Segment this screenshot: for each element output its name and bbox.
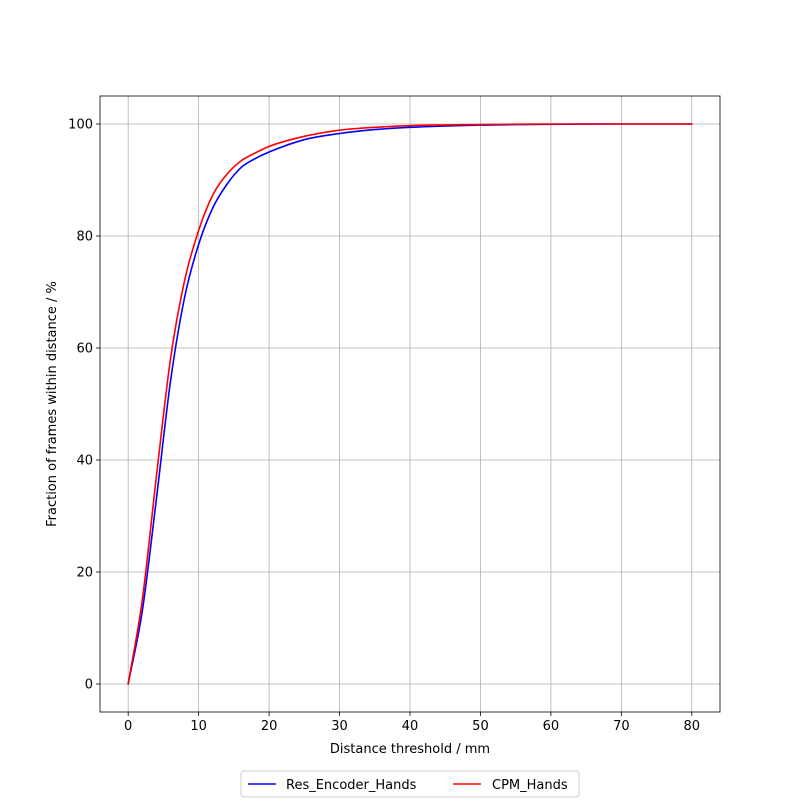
y-tick-label: 60 [76, 342, 93, 357]
x-tick-label: 20 [261, 719, 278, 734]
x-tick-label: 0 [124, 719, 132, 734]
y-tick-label: 20 [76, 566, 93, 581]
legend-box [240, 770, 580, 798]
y-tick-label: 40 [76, 454, 93, 469]
grid [100, 96, 720, 712]
series-group [127, 123, 693, 685]
x-tick-label: 70 [613, 719, 630, 734]
y-tick-label: 0 [85, 678, 93, 693]
y-tick-label: 80 [76, 230, 93, 245]
y-axis-ticks: 0 20 40 60 80 100 [68, 118, 100, 693]
x-axis-label: Distance threshold / mm [330, 742, 490, 757]
y-axis-label: Fraction of frames within distance / % [45, 281, 60, 527]
x-tick-label: 10 [190, 719, 207, 734]
legend-label-res-encoder-hands: Res_Encoder_Hands [286, 778, 417, 793]
legend: Res_Encoder_Hands CPM_Hands [240, 770, 580, 798]
y-tick-label: 100 [68, 118, 93, 133]
x-tick-label: 50 [472, 719, 489, 734]
x-tick-label: 60 [543, 719, 560, 734]
series-line-cpm-hands [127, 123, 693, 685]
x-tick-label: 30 [331, 719, 348, 734]
x-tick-label: 40 [402, 719, 419, 734]
x-axis-ticks: 0 10 20 30 40 50 60 70 80 [124, 712, 700, 734]
legend-label-cpm-hands: CPM_Hands [492, 778, 568, 793]
x-tick-label: 80 [684, 719, 701, 734]
